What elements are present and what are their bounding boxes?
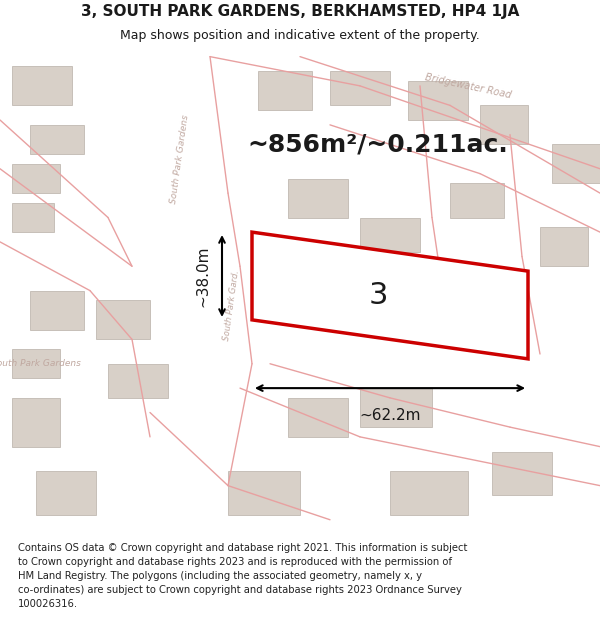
Polygon shape [30, 125, 84, 154]
Polygon shape [12, 203, 54, 232]
Text: Map shows position and indicative extent of the property.: Map shows position and indicative extent… [120, 29, 480, 42]
Text: South Park Gardens: South Park Gardens [169, 114, 191, 204]
Text: ~38.0m: ~38.0m [195, 245, 210, 307]
Polygon shape [108, 364, 168, 398]
Polygon shape [252, 232, 528, 359]
Polygon shape [480, 106, 528, 144]
Polygon shape [12, 349, 60, 378]
Text: Bridgewater Road: Bridgewater Road [424, 72, 512, 100]
Text: ~856m²/~0.211ac.: ~856m²/~0.211ac. [248, 132, 508, 156]
Text: South Park Gardens: South Park Gardens [0, 359, 81, 368]
Polygon shape [408, 81, 468, 120]
Polygon shape [492, 451, 552, 496]
Polygon shape [96, 301, 150, 339]
Text: 3, SOUTH PARK GARDENS, BERKHAMSTED, HP4 1JA: 3, SOUTH PARK GARDENS, BERKHAMSTED, HP4 … [81, 4, 519, 19]
Polygon shape [360, 388, 432, 427]
Polygon shape [12, 398, 60, 447]
Polygon shape [36, 471, 96, 515]
Polygon shape [258, 71, 312, 110]
Polygon shape [390, 471, 468, 515]
Polygon shape [228, 471, 300, 515]
Polygon shape [552, 144, 600, 183]
Text: South Park Gard.: South Park Gard. [221, 269, 241, 341]
Polygon shape [288, 398, 348, 437]
Polygon shape [540, 228, 588, 266]
Polygon shape [450, 183, 504, 218]
Polygon shape [330, 71, 390, 106]
Polygon shape [12, 164, 60, 193]
Polygon shape [12, 66, 72, 106]
Polygon shape [360, 217, 420, 252]
Text: Contains OS data © Crown copyright and database right 2021. This information is : Contains OS data © Crown copyright and d… [18, 543, 467, 609]
Polygon shape [30, 291, 84, 329]
Text: ~62.2m: ~62.2m [359, 408, 421, 422]
Text: 3: 3 [368, 281, 388, 310]
Polygon shape [288, 179, 348, 217]
